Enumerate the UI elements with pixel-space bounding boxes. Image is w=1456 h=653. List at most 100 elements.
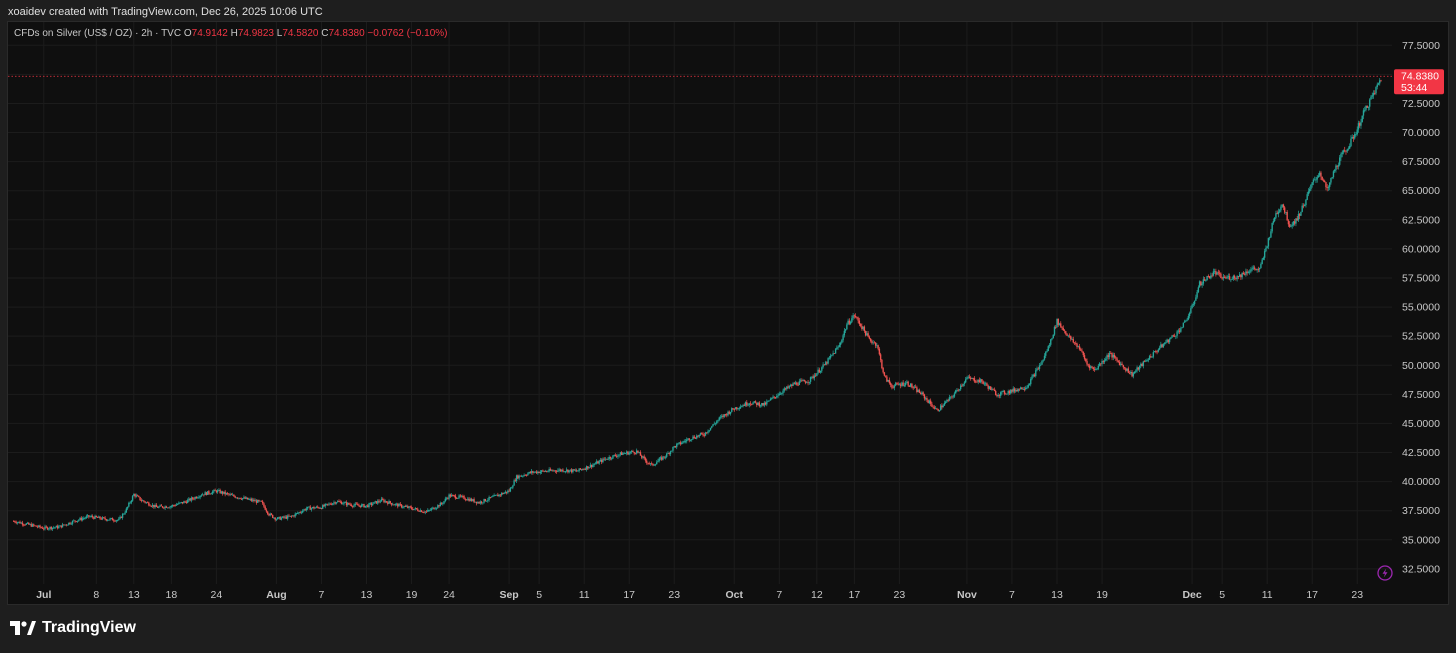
candle-body <box>108 519 110 521</box>
candle-body <box>154 504 156 508</box>
candle-body <box>1365 105 1367 110</box>
candle-body <box>921 392 923 395</box>
candle-body <box>726 414 728 416</box>
candle-body <box>849 322 852 324</box>
price-tick-label: 77.5000 <box>1402 40 1440 52</box>
candle-body <box>966 377 968 380</box>
candle-body <box>1073 342 1076 344</box>
candle-body <box>562 469 564 472</box>
candle-body <box>185 501 188 504</box>
candle-body <box>1260 263 1262 268</box>
candle-body <box>294 513 296 517</box>
candle-body <box>1056 318 1058 328</box>
brand-footer[interactable]: TradingView <box>10 619 136 637</box>
candle-body <box>967 376 969 378</box>
candle-body <box>364 505 366 508</box>
candle-body <box>465 499 468 501</box>
chart-panel[interactable] <box>7 21 1449 605</box>
candle-body <box>174 505 176 507</box>
candle-body <box>518 475 520 479</box>
candle-body <box>852 315 854 319</box>
candle-body <box>418 510 420 512</box>
candle-body <box>1301 205 1303 212</box>
candle-body <box>1150 356 1152 358</box>
candle-body <box>216 490 219 493</box>
candle-body <box>150 505 153 507</box>
candle-body <box>1350 138 1352 147</box>
candle-body <box>189 498 191 501</box>
candle-body <box>240 498 243 500</box>
candle-body <box>1013 388 1016 392</box>
candle-body <box>582 469 584 471</box>
candle-body <box>313 507 315 509</box>
candle-body <box>133 494 135 497</box>
candle-body <box>998 395 1001 396</box>
candle-body <box>821 367 823 371</box>
candle-body <box>279 516 281 520</box>
candle-body <box>13 521 15 522</box>
symbol-label[interactable]: CFDs on Silver (US$ / OZ) · 2h · TVC <box>14 28 182 39</box>
candle-body <box>1165 342 1167 344</box>
candle-body <box>1292 221 1295 226</box>
candle-body <box>673 446 675 447</box>
candle-body <box>119 516 121 519</box>
candle-body <box>783 388 786 391</box>
candle-body <box>678 442 680 444</box>
candle-body <box>1108 353 1111 357</box>
candle-body <box>1055 326 1057 328</box>
candle-body <box>831 354 833 356</box>
candle-body <box>590 464 593 468</box>
candle-body <box>505 491 508 493</box>
candle-body <box>20 522 22 524</box>
candle-body <box>367 505 369 508</box>
candle-body <box>793 383 796 385</box>
time-tick-label: 17 <box>623 589 635 601</box>
candle-body <box>953 393 956 397</box>
candle-body <box>369 503 371 504</box>
candle-body <box>1145 360 1147 362</box>
candle-body <box>407 506 409 508</box>
candlestick-series <box>13 78 1382 532</box>
candle-body <box>828 357 831 359</box>
candle-body <box>488 496 490 500</box>
candle-body <box>213 489 215 492</box>
candle-body <box>747 404 749 406</box>
candle-body <box>68 522 70 525</box>
candle-body <box>1298 214 1301 216</box>
candle-body <box>1101 361 1103 364</box>
candle-body <box>751 404 753 405</box>
candle-body <box>1207 276 1210 277</box>
candle-body <box>462 496 464 497</box>
candle-body <box>73 520 75 522</box>
candle-body <box>707 431 709 433</box>
candle-body <box>1003 390 1006 394</box>
candle-body <box>787 386 789 388</box>
candle-body <box>1349 146 1351 149</box>
candle-body <box>941 405 943 408</box>
candle-body <box>314 507 316 509</box>
candle-body <box>1280 206 1282 211</box>
candle-body <box>1196 291 1198 298</box>
candle-body <box>255 500 258 503</box>
candle-body <box>1356 129 1358 135</box>
time-tick-label: 5 <box>536 589 542 601</box>
candle-body <box>365 505 368 507</box>
candle-body <box>681 443 683 445</box>
change-value: −0.0762 (−0.10%) <box>367 28 448 39</box>
candle-body <box>287 515 289 519</box>
candle-body <box>239 497 241 499</box>
candle-body <box>323 505 325 507</box>
candle-body <box>1367 106 1370 108</box>
candle-body <box>947 400 949 401</box>
candle-body <box>271 514 274 518</box>
time-tick-label: 13 <box>128 589 140 601</box>
candle-body <box>1312 179 1315 183</box>
candle-body <box>1193 300 1196 305</box>
candle-body <box>206 491 209 495</box>
candle-body <box>1066 333 1068 336</box>
bolt-icon[interactable] <box>1377 565 1393 581</box>
candle-body <box>298 512 300 514</box>
candle-body <box>1347 148 1350 150</box>
candle-body <box>952 396 954 398</box>
